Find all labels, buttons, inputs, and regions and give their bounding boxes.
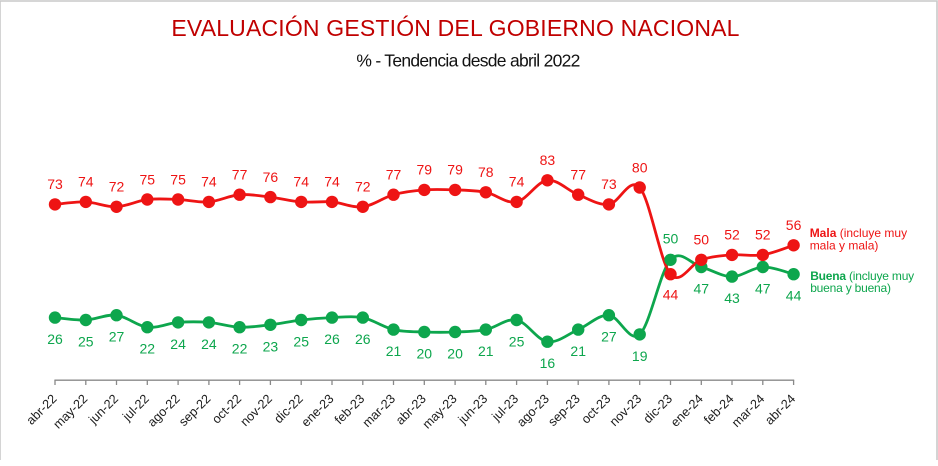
svg-text:77: 77	[232, 167, 248, 183]
svg-text:27: 27	[601, 329, 617, 345]
svg-text:78: 78	[478, 164, 494, 180]
svg-text:20: 20	[447, 346, 463, 362]
svg-text:23: 23	[263, 338, 279, 354]
svg-text:77: 77	[386, 167, 402, 183]
svg-text:sep-22: sep-22	[176, 392, 213, 429]
svg-text:16: 16	[540, 355, 556, 371]
svg-text:25: 25	[293, 334, 309, 350]
svg-text:may-22: may-22	[51, 392, 91, 432]
svg-text:ene-23: ene-23	[299, 392, 337, 430]
svg-text:79: 79	[447, 162, 463, 178]
svg-text:52: 52	[724, 227, 740, 243]
svg-text:ene-24: ene-24	[668, 392, 706, 430]
svg-text:26: 26	[47, 331, 63, 347]
svg-text:50: 50	[694, 232, 710, 248]
svg-text:26: 26	[355, 331, 371, 347]
svg-text:27: 27	[109, 329, 125, 345]
svg-text:75: 75	[170, 171, 186, 187]
svg-text:25: 25	[78, 334, 94, 350]
svg-text:Buena (incluye muy: Buena (incluye muy	[810, 269, 914, 283]
svg-text:abr-24: abr-24	[762, 392, 798, 428]
svg-text:74: 74	[78, 174, 94, 190]
svg-text:73: 73	[601, 176, 617, 192]
svg-text:74: 74	[324, 174, 340, 190]
svg-text:21: 21	[478, 343, 494, 359]
svg-text:nov-23: nov-23	[607, 392, 644, 429]
svg-text:77: 77	[570, 167, 586, 183]
svg-text:mala y mala): mala y mala)	[810, 238, 879, 252]
svg-text:76: 76	[263, 169, 279, 185]
svg-text:74: 74	[201, 174, 217, 190]
svg-text:Mala (incluye muy: Mala (incluye muy	[810, 226, 907, 240]
svg-text:nov-22: nov-22	[238, 392, 275, 429]
svg-text:43: 43	[724, 290, 740, 306]
svg-text:may-23: may-23	[420, 392, 460, 432]
svg-text:47: 47	[755, 281, 771, 297]
svg-text:72: 72	[109, 179, 125, 195]
svg-text:25: 25	[509, 334, 525, 350]
svg-text:buena y buena): buena y buena)	[810, 281, 891, 295]
svg-text:mar-23: mar-23	[360, 392, 398, 430]
svg-text:75: 75	[140, 171, 156, 187]
svg-text:21: 21	[570, 343, 586, 359]
svg-text:20: 20	[417, 346, 433, 362]
svg-text:50: 50	[663, 231, 679, 247]
svg-text:jun-22: jun-22	[86, 392, 122, 428]
svg-text:ago-22: ago-22	[145, 392, 183, 430]
svg-text:56: 56	[786, 217, 802, 233]
svg-text:74: 74	[509, 174, 525, 190]
svg-text:73: 73	[47, 176, 63, 192]
svg-text:79: 79	[417, 162, 433, 178]
svg-text:19: 19	[632, 348, 648, 364]
svg-text:24: 24	[201, 336, 217, 352]
svg-text:80: 80	[632, 159, 648, 175]
svg-text:26: 26	[324, 331, 340, 347]
svg-text:22: 22	[140, 341, 156, 357]
svg-text:44: 44	[786, 288, 802, 304]
svg-text:74: 74	[293, 174, 309, 190]
svg-text:jun-23: jun-23	[455, 392, 491, 428]
svg-text:47: 47	[694, 281, 710, 297]
svg-text:ago-23: ago-23	[514, 392, 552, 430]
svg-text:52: 52	[755, 227, 771, 243]
svg-text:EVALUACIÓN GESTIÓN DEL GOBIERN: EVALUACIÓN GESTIÓN DEL GOBIERNO NACIONAL	[171, 15, 739, 41]
svg-text:21: 21	[386, 343, 402, 359]
svg-text:24: 24	[170, 336, 186, 352]
svg-text:mar-24: mar-24	[729, 392, 767, 430]
svg-text:sep-23: sep-23	[545, 392, 582, 429]
svg-text:22: 22	[232, 341, 248, 357]
svg-text:72: 72	[355, 179, 371, 195]
svg-text:83: 83	[540, 152, 556, 168]
svg-text:44: 44	[663, 286, 679, 302]
svg-text:% - Tendencia desde abril 2022: % - Tendencia desde abril 2022	[356, 50, 579, 70]
